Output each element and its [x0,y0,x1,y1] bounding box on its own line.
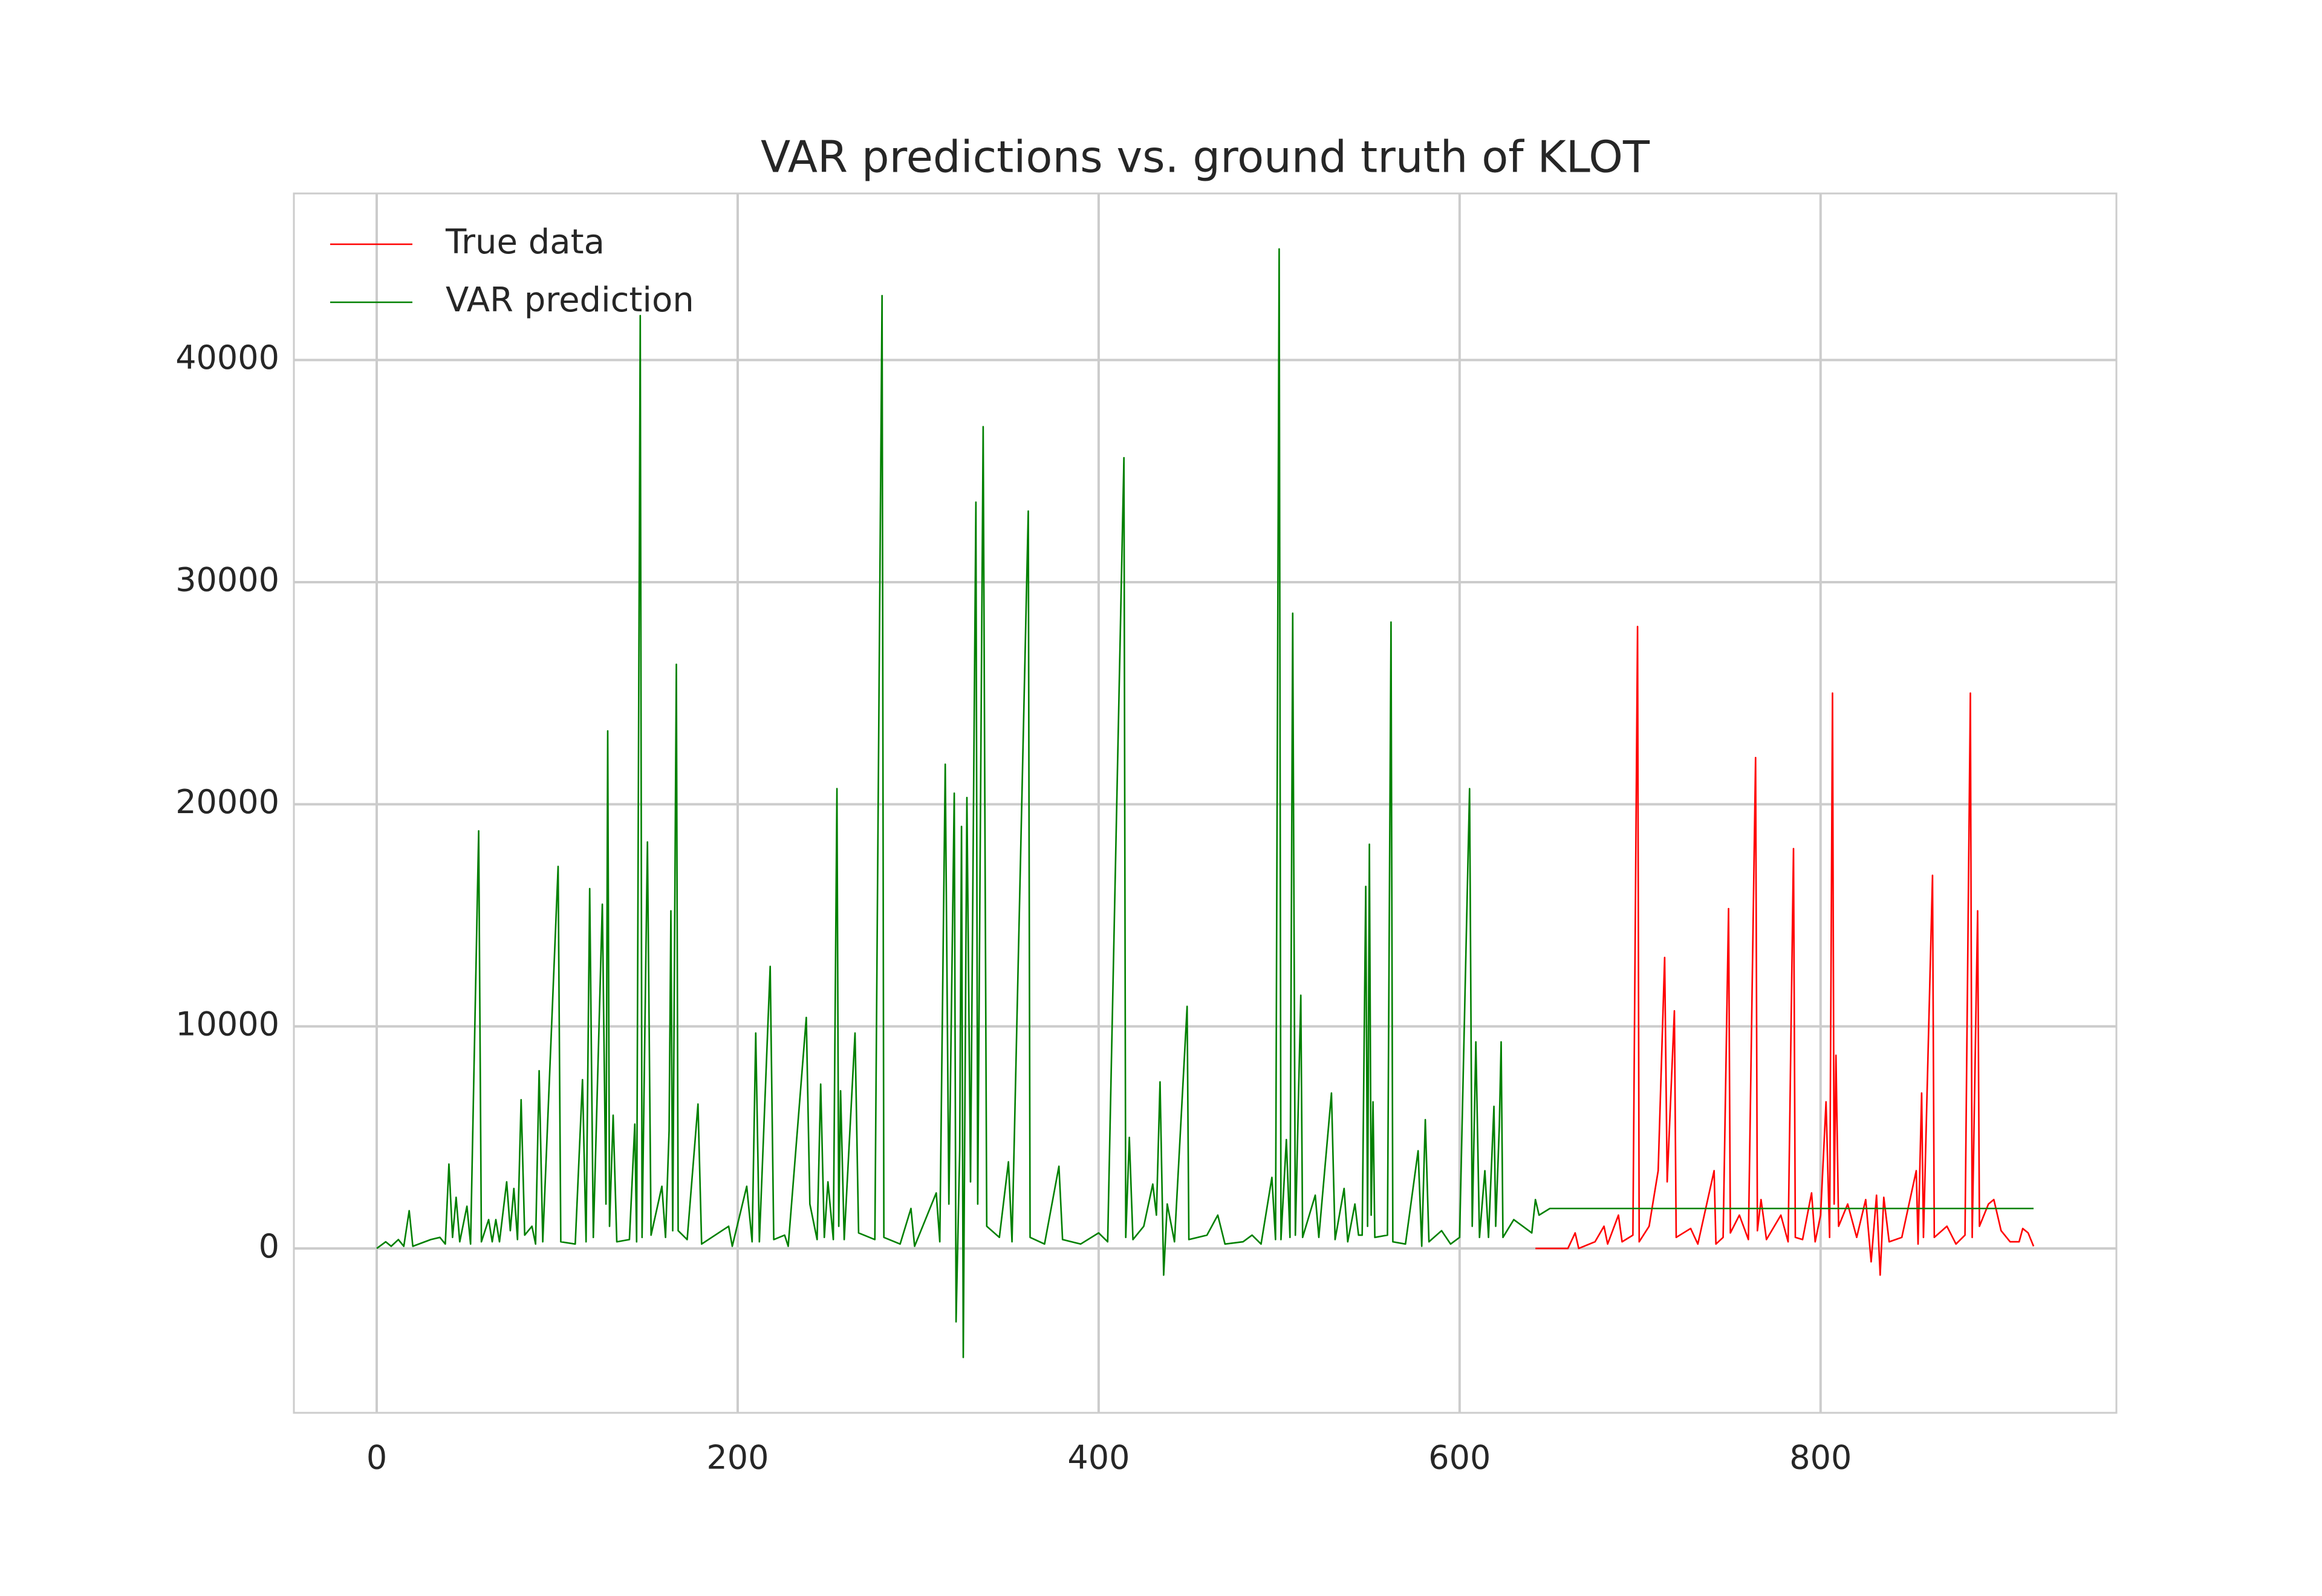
legend-label: True data [445,222,605,262]
y-tick-label: 40000 [175,339,279,377]
x-tick-label: 400 [1067,1439,1130,1477]
legend-label: VAR prediction [446,281,694,320]
line-series [376,248,2034,1358]
y-tick-label: 10000 [175,1005,279,1043]
x-tick-label: 800 [1789,1439,1852,1477]
x-tick-label: 0 [366,1439,387,1477]
grid [294,193,2116,1413]
y-tick-label: 30000 [175,561,279,599]
x-tick-label: 600 [1428,1439,1491,1477]
axes-frame [293,192,2118,1414]
plot-area [376,248,2035,1358]
y-tick-label: 20000 [175,783,279,821]
y-tick-label: 0 [259,1227,279,1265]
legend: True data VAR prediction [330,222,694,320]
x-tick-label: 200 [706,1439,769,1477]
chart-title: VAR predictions vs. ground truth of KLOT [761,132,1650,183]
